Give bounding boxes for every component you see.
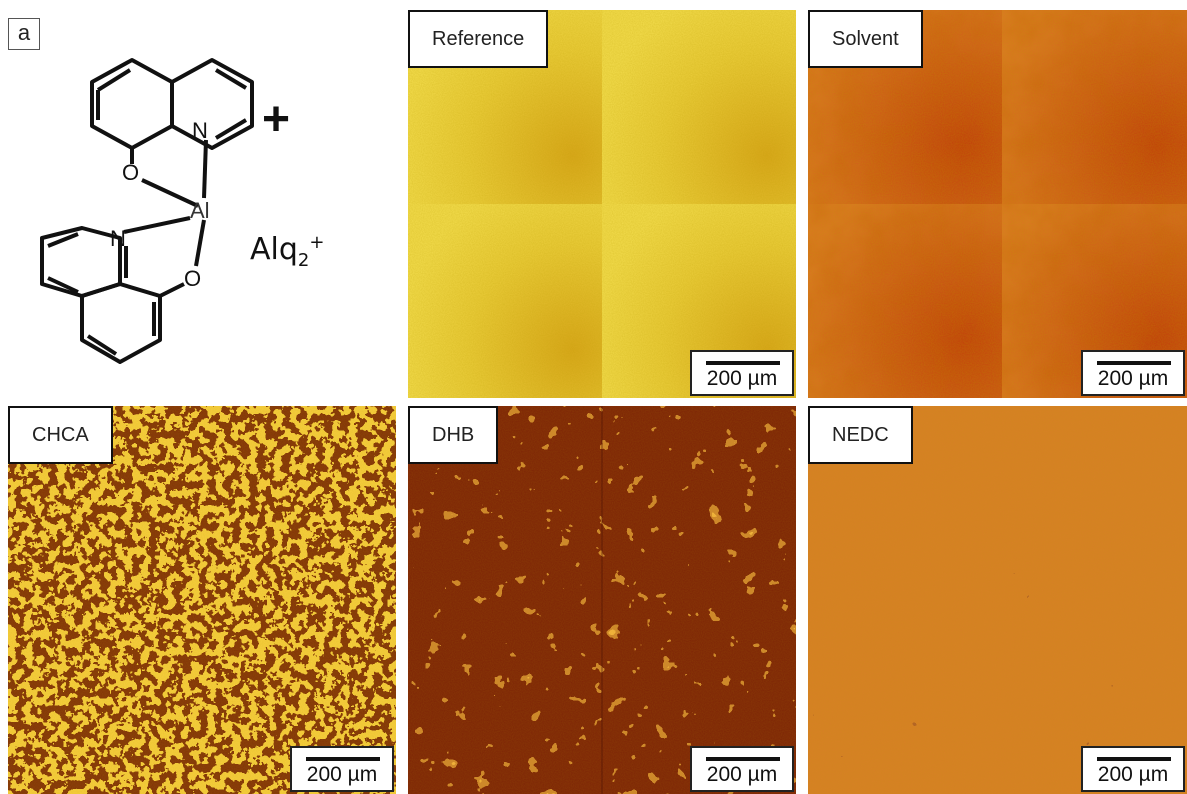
atom-al: Al	[190, 198, 210, 223]
solvent-image	[808, 10, 1187, 398]
scale-text: 200 µm	[306, 763, 378, 786]
scale-text: 200 µm	[1097, 763, 1169, 786]
scale-text: 200 µm	[1097, 367, 1169, 390]
image-tile-nedc: NEDC 200 µm	[808, 406, 1187, 794]
scale-bar	[706, 757, 780, 761]
image-tile-dhb: DHB 200 µm	[408, 406, 796, 794]
nedc-image	[808, 406, 1187, 794]
tile-label: Reference	[408, 10, 549, 68]
dhb-image	[408, 406, 796, 794]
image-tile-reference: Reference 200 µm	[408, 10, 796, 398]
tile-label: Solvent	[808, 10, 923, 68]
atom-n-top: N	[192, 118, 208, 143]
panel-letter: a	[8, 18, 40, 50]
image-tile-chca: CHCA 200 µm	[8, 406, 396, 794]
ion-formula: Alq2+	[250, 232, 324, 271]
reference-image	[408, 10, 796, 398]
ion-base: Alq	[250, 232, 298, 267]
scale-bar-box: 200 µm	[690, 746, 794, 792]
scale-bar	[706, 361, 780, 365]
tile-label: CHCA	[8, 406, 113, 464]
alq2-structure: N O Al N O	[40, 58, 254, 364]
scale-bar-box: 200 µm	[690, 350, 794, 396]
atom-o-bottom: O	[184, 266, 201, 291]
ion-subscript: 2	[297, 250, 310, 271]
chca-image	[8, 406, 396, 794]
plus-sign: +	[262, 93, 291, 146]
scale-bar-box: 200 µm	[1081, 350, 1185, 396]
scale-text: 200 µm	[706, 763, 778, 786]
tile-label: NEDC	[808, 406, 913, 464]
image-tile-solvent: Solvent 200 µm	[808, 10, 1187, 398]
atom-o-top: O	[122, 160, 139, 185]
scale-bar	[1097, 757, 1171, 761]
scale-bar	[306, 757, 380, 761]
scale-bar	[1097, 361, 1171, 365]
scale-text: 200 µm	[706, 367, 778, 390]
atom-n-bottom: N	[110, 226, 126, 251]
ion-superscript: +	[309, 232, 325, 253]
tile-label: DHB	[408, 406, 499, 464]
scale-bar-box: 200 µm	[1081, 746, 1185, 792]
scale-bar-box: 200 µm	[290, 746, 394, 792]
